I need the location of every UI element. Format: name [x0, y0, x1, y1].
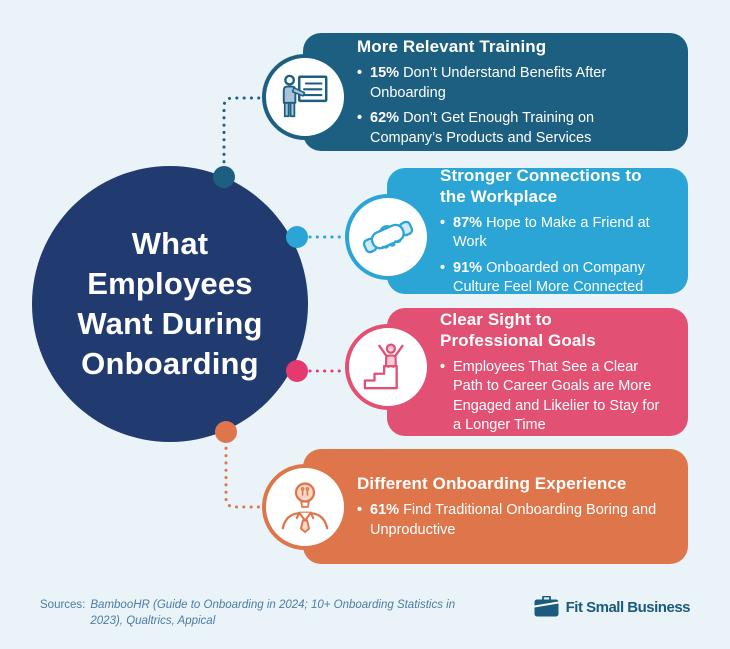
hub-circle: What Employees Want During Onboarding: [32, 166, 308, 442]
medallion-experience: [262, 464, 348, 550]
card-title: Clear Sight to Professional Goals: [440, 309, 596, 350]
card-more-relevant-training: More Relevant Training • 15% Don’t Under…: [303, 33, 688, 151]
card-stronger-connections: Stronger Connections to the Workplace • …: [387, 165, 688, 295]
medallion-goals: [345, 324, 431, 410]
sources-label: Sources:: [40, 599, 86, 611]
stat-bullet: • 87% Hope to Make a Friend at Work: [440, 214, 670, 253]
infographic-title: What Employees Want During Onboarding: [77, 226, 263, 381]
sources-text: BambooHR (Guide to Onboarding in 2024; 1…: [90, 599, 456, 627]
card-title: More Relevant Training: [357, 37, 547, 56]
stat-bullet: • 62% Don’t Get Enough Training on Compa…: [357, 109, 670, 148]
stat-text: 91% Onboarded on Company Culture Feel Mo…: [453, 259, 645, 296]
card-bullets: • 87% Hope to Make a Friend at Work • 91…: [440, 214, 670, 298]
sources-note: Sources: BambooHR (Guide to Onboarding i…: [40, 597, 478, 629]
card-bullets: • 15% Don’t Understand Benefits After On…: [357, 64, 670, 148]
stat-text: 62% Don’t Get Enough Training on Company…: [370, 110, 595, 146]
card-title: Different Onboarding Experience: [357, 474, 627, 493]
stat-bullet: • 15% Don’t Understand Benefits After On…: [357, 64, 670, 103]
briefcase-icon: [534, 596, 559, 617]
brand-text: Fit Small Business: [565, 598, 691, 616]
connector-experience: [224, 439, 261, 509]
bullet-marker: •: [440, 358, 446, 375]
card-different-experience: Different Onboarding Experience • 61% Fi…: [303, 449, 688, 564]
hub-dot-experience: [215, 421, 237, 443]
stat-bullet: • 91% Onboarded on Company Culture Feel …: [440, 259, 670, 298]
bullet-marker: •: [357, 502, 363, 518]
bullet-marker: •: [440, 214, 446, 231]
card-title: Stronger Connections to the Workplace: [440, 165, 642, 206]
lightbulb-person-icon: [281, 482, 329, 534]
stat-text: 61% Find Traditional Onboarding Boring a…: [370, 502, 657, 538]
stat-text: Employees That See a Clear Path to Caree…: [453, 358, 660, 434]
medallion-connections: [345, 194, 431, 280]
card-bullets: • 61% Find Traditional Onboarding Boring…: [357, 501, 670, 540]
bullet-marker: •: [357, 110, 363, 126]
hub-dot-connections: [286, 226, 308, 248]
connector-training: [222, 96, 261, 171]
presentation-icon: [282, 74, 328, 118]
stat-text: 87% Hope to Make a Friend at Work: [453, 214, 650, 251]
achievement-icon: [363, 343, 404, 390]
handshake-icon: [362, 220, 414, 254]
medallion-training: [262, 54, 348, 140]
card-bullets: • Employees That See a Clear Path to Car…: [440, 358, 670, 436]
bullet-marker: •: [440, 259, 446, 276]
stat-text: 15% Don’t Understand Benefits After Onbo…: [370, 65, 607, 101]
bullet-marker: •: [357, 65, 363, 81]
stat-bullet: • Employees That See a Clear Path to Car…: [440, 358, 670, 436]
hub-dot-goals: [286, 360, 308, 382]
hub-dot-training: [213, 166, 235, 188]
card-clear-sight-goals: Clear Sight to Professional Goals • Empl…: [387, 308, 688, 436]
brand-logo: Fit Small Business: [534, 596, 691, 618]
stat-bullet: • 61% Find Traditional Onboarding Boring…: [357, 501, 670, 540]
